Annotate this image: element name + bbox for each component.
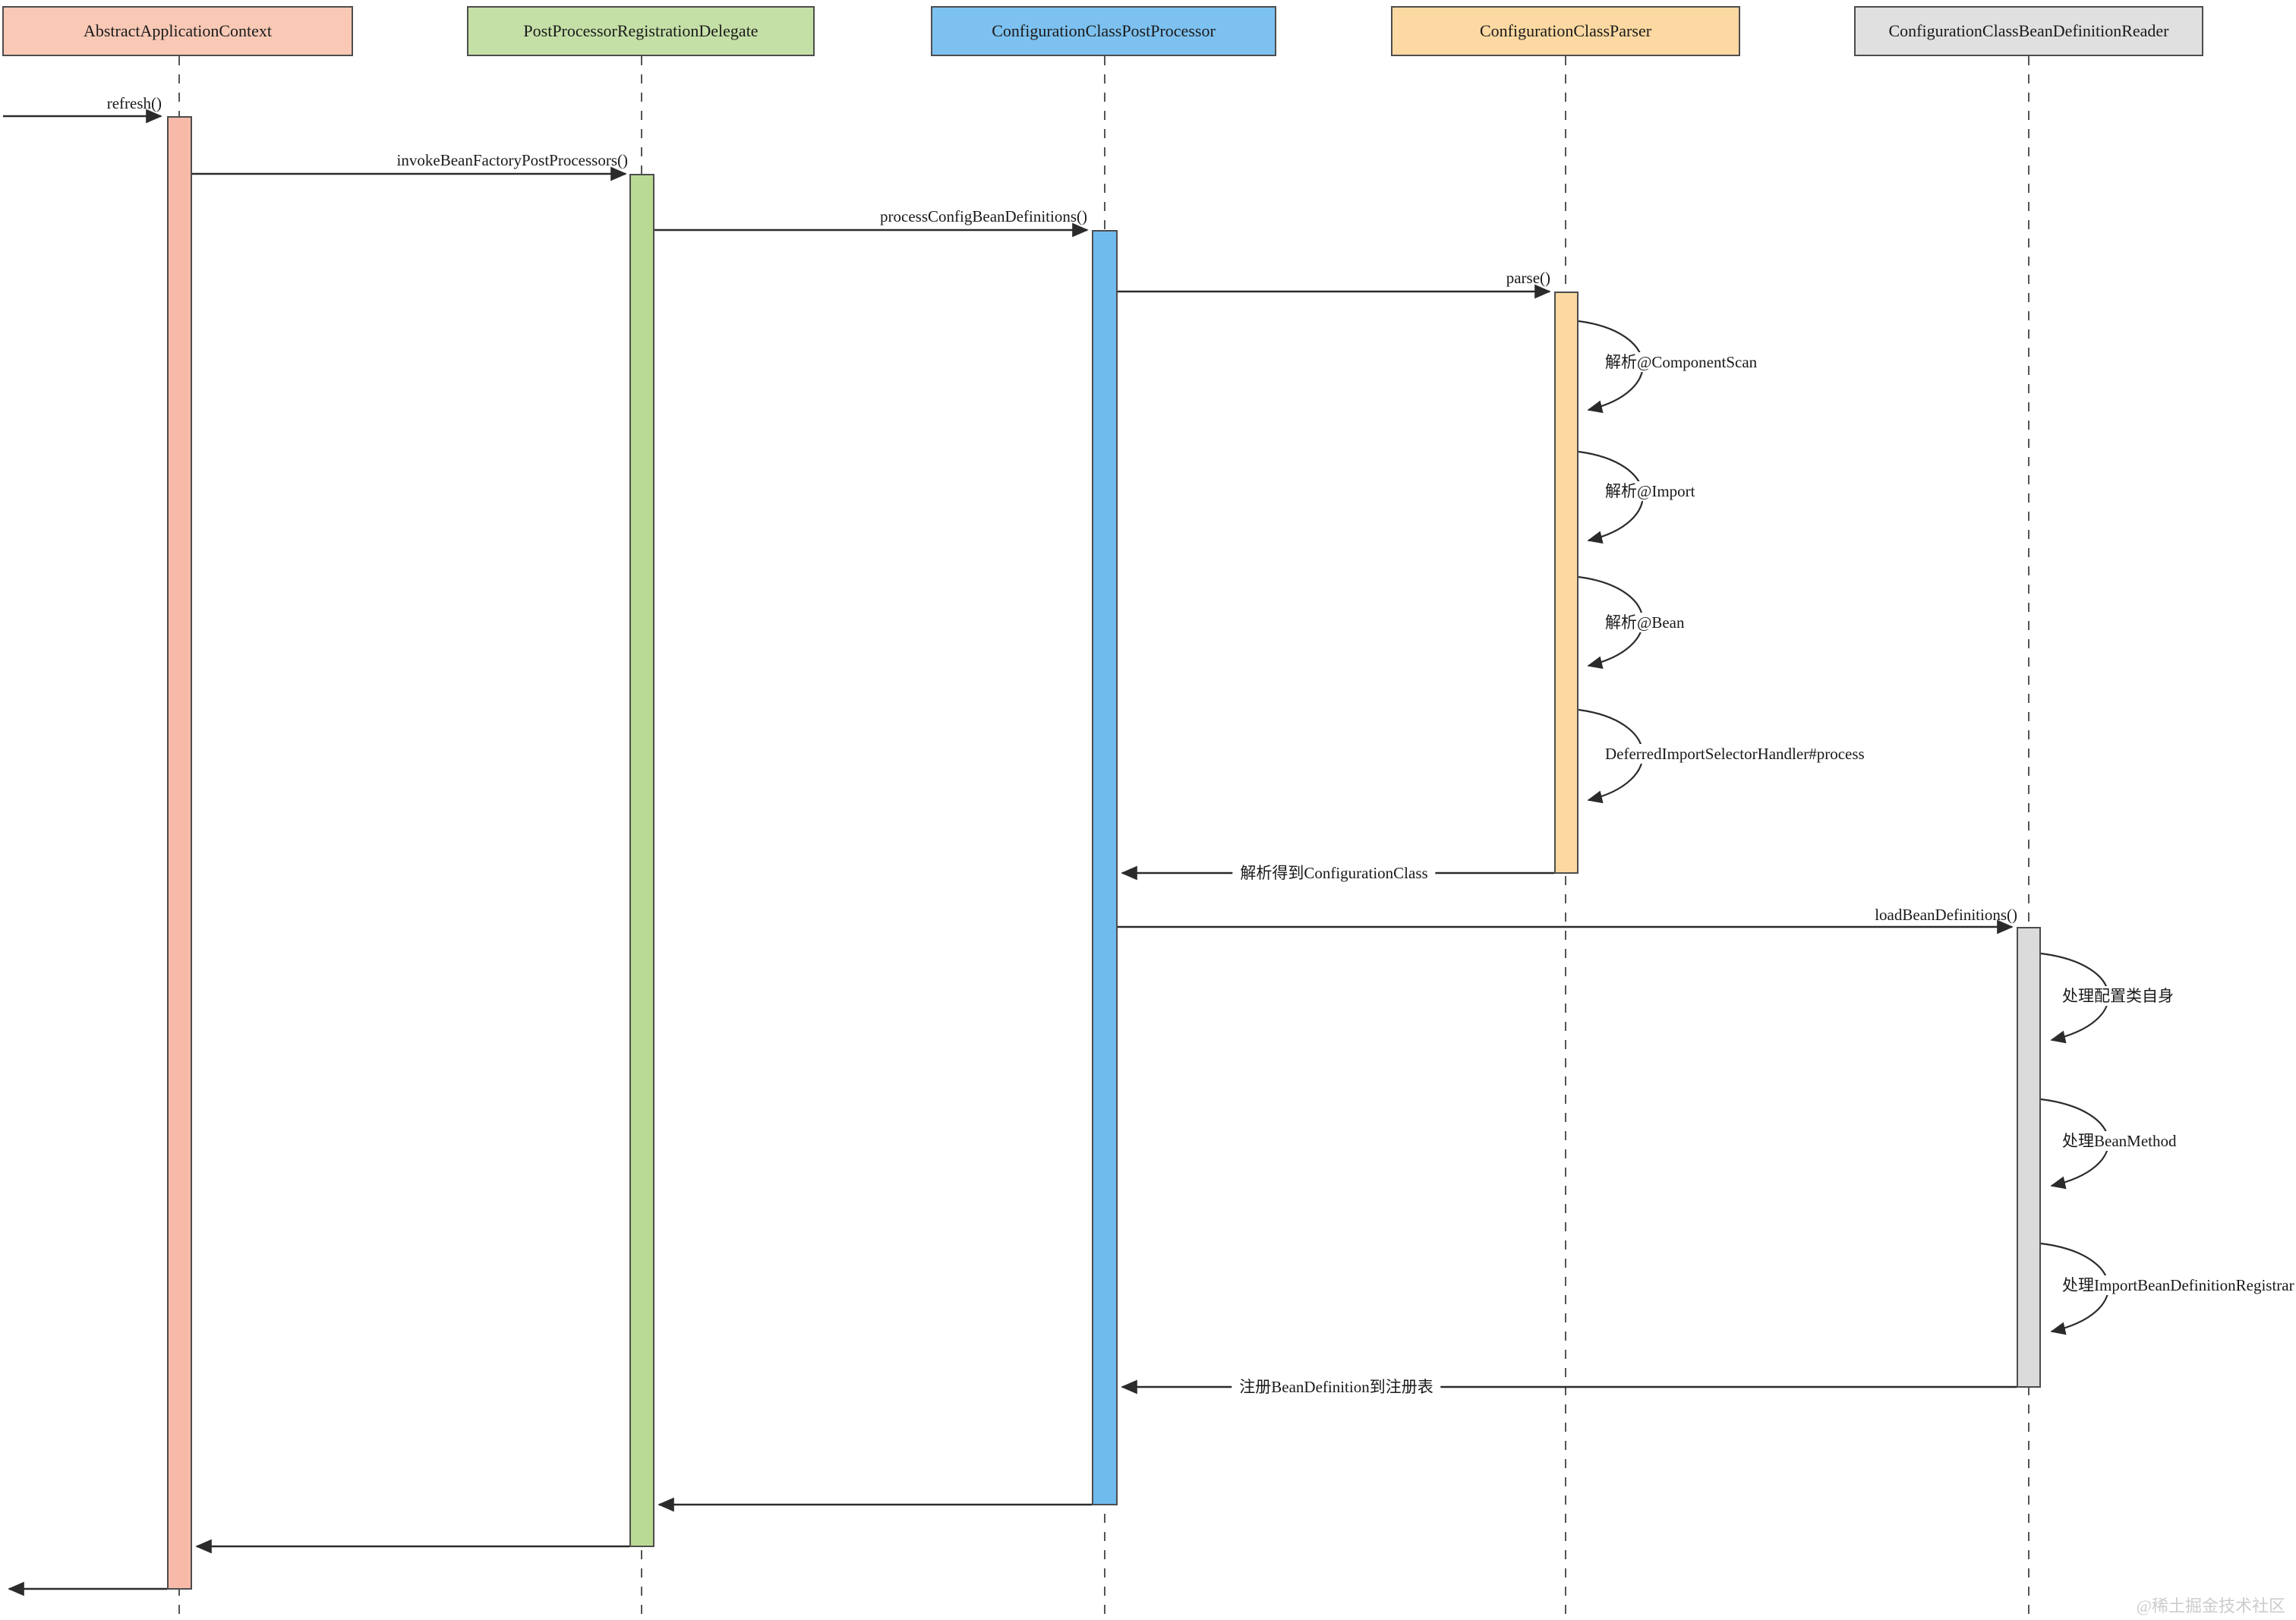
message-label-register-bean-definition: 注册BeanDefinition到注册表 <box>1232 1377 1441 1397</box>
message-label-parse: parse() <box>1506 269 1550 287</box>
activation-abstract-application-context <box>167 116 192 1590</box>
participant-configuration-class-parser: ConfigurationClassParser <box>1391 6 1740 56</box>
message-label-refresh: refresh() <box>106 94 162 112</box>
message-label-invoke-bean-factory-post-processors: invokeBeanFactoryPostProcessors() <box>396 151 628 169</box>
participant-label: ConfigurationClassParser <box>1479 21 1652 40</box>
self-call-label-parse-bean: 解析@Bean <box>1602 613 1688 632</box>
message-label-load-bean-definitions: loadBeanDefinitions() <box>1875 906 2017 924</box>
activation-configuration-class-post-processor <box>1092 230 1118 1505</box>
self-call-label-handle-bean-method: 处理BeanMethod <box>2059 1131 2180 1151</box>
watermark: @稀土掘金技术社区 <box>2136 1596 2285 1615</box>
participant-configuration-class-bean-definition-reader: ConfigurationClassBeanDefinitionReader <box>1854 6 2203 56</box>
self-call-label-parse-import: 解析@Import <box>1602 481 1698 501</box>
participant-label: ConfigurationClassPostProcessor <box>992 21 1216 40</box>
participant-post-processor-registration-delegate: PostProcessorRegistrationDelegate <box>467 6 815 56</box>
self-call-label-parse-component-scan: 解析@ComponentScan <box>1602 352 1761 372</box>
self-call-label-deferred-import-selector: DeferredImportSelectorHandler#process <box>1602 744 1868 764</box>
participant-label: AbstractApplicationContext <box>83 21 273 40</box>
participant-label: ConfigurationClassBeanDefinitionReader <box>1888 21 2169 40</box>
participant-configuration-class-post-processor: ConfigurationClassPostProcessor <box>931 6 1276 56</box>
self-call-label-handle-import-bean-definition-registrar: 处理ImportBeanDefinitionRegistrar <box>2059 1275 2296 1295</box>
activation-configuration-class-parser <box>1554 292 1578 874</box>
self-call-label-handle-config-class: 处理配置类自身 <box>2059 986 2177 1006</box>
participant-label: PostProcessorRegistrationDelegate <box>523 21 758 40</box>
message-label-return-configuration-class: 解析得到ConfigurationClass <box>1232 863 1436 883</box>
participant-abstract-application-context: AbstractApplicationContext <box>2 6 353 56</box>
activation-post-processor-registration-delegate <box>629 174 654 1547</box>
activation-configuration-class-bean-definition-reader <box>2017 927 2041 1388</box>
message-label-process-config-bean-definitions: processConfigBeanDefinitions() <box>880 207 1087 225</box>
